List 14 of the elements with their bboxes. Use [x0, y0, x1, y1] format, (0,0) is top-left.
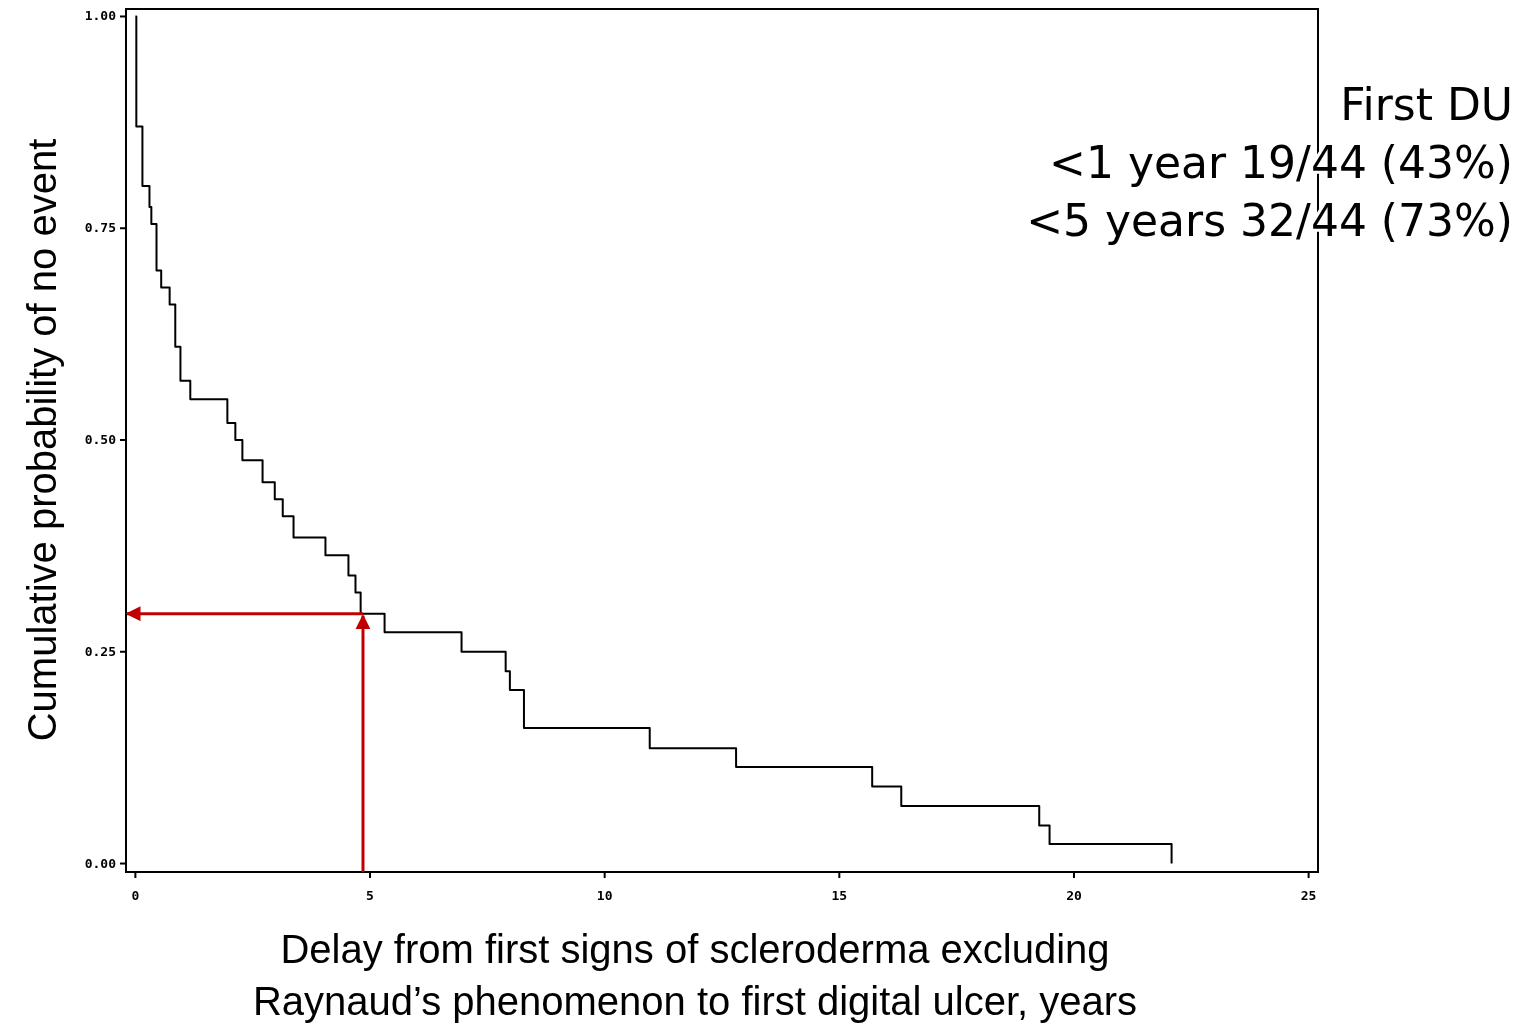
y-tick-label: 0.50 [84, 432, 117, 447]
x-tick-label: 5 [366, 888, 374, 903]
y-axis-title: Cumulative probability of no event [20, 138, 64, 742]
y-tick-label: 0.75 [84, 220, 116, 236]
x-tick-label: 20 [1066, 888, 1082, 903]
x-tick-label: 10 [596, 888, 613, 903]
text: First DU [1340, 79, 1513, 130]
x-tick-label: 0 [131, 888, 140, 903]
x-tick-label: 25 [1300, 888, 1317, 903]
x-axis-title: Delay from first signs of scleroderma excluding Raynaud’s phenomenon to first digital ulcer, years [252, 927, 1138, 1023]
x-tick-label: 15 [831, 888, 848, 903]
y-tick-label: 1.00 [84, 8, 117, 24]
y-tick-label: 0.00 [84, 855, 117, 871]
y-tick-label: 0.25 [84, 643, 116, 659]
